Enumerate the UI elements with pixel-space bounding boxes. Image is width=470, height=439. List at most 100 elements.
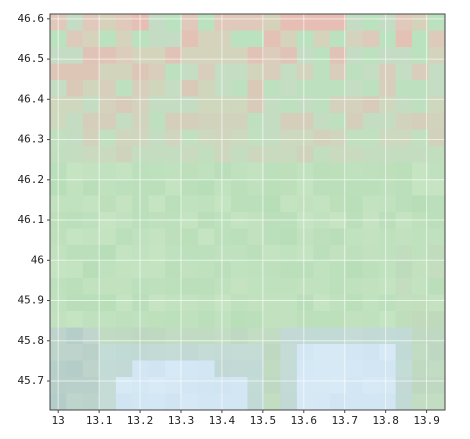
y-tick-label: 46.6 [18,12,45,25]
raster-cell [395,47,413,64]
y-tick-label: 45.8 [18,334,45,347]
raster-cell [362,245,380,262]
y-tick-label: 46.3 [18,133,45,146]
y-tick-label: 46 [31,253,44,266]
raster-cell [132,377,150,394]
raster-cell [313,80,331,97]
raster-cell [99,129,117,147]
raster-cell [395,80,413,97]
raster-cell [329,278,347,295]
raster-cell [428,146,446,163]
raster-cell [99,14,117,31]
raster-cell [82,113,100,130]
raster-cell [329,129,347,147]
raster-cell [263,30,281,48]
raster-cell [379,278,397,295]
raster-cell [82,377,100,394]
raster-cell [346,146,364,163]
raster-cell [181,311,199,328]
raster-cell [428,195,446,213]
raster-cell [362,162,380,180]
x-tick-label: 13.4 [209,414,236,427]
raster-cell [198,96,216,114]
raster-cell [99,63,117,81]
raster-cell [214,360,232,378]
raster-cell [296,393,314,411]
raster-cell [395,162,413,180]
y-tick-label: 46.2 [18,173,45,186]
raster-cell [428,47,446,64]
raster-cell [263,162,281,180]
raster-cell [428,393,446,411]
raster-cell [82,294,100,312]
raster-cell [395,63,413,81]
raster-cell [313,195,331,213]
raster-cell [379,30,397,48]
raster-cell [395,278,413,295]
raster-cell [148,179,166,196]
raster-cell [247,162,265,180]
raster-cell [198,377,216,394]
raster-cell [313,228,331,246]
raster-cell [132,63,150,81]
raster-cell [296,80,314,97]
raster-cell [346,228,364,246]
raster-cell [115,14,133,31]
raster-cell [247,80,265,97]
raster-cell [99,47,117,64]
raster-cell [280,228,298,246]
raster-cell [231,129,248,147]
raster-cell [132,261,150,279]
raster-cell [263,311,281,328]
raster-cell [115,47,133,64]
x-tick-label: 13.3 [168,414,195,427]
raster-cell [214,63,232,81]
raster-cell [82,14,100,31]
raster-cell [247,245,265,262]
y-tick-label: 45.7 [18,374,45,387]
raster-cell [148,294,166,312]
raster-cell [346,96,364,114]
raster-cell [395,195,413,213]
raster-cell [346,195,364,213]
raster-cell [198,294,216,312]
raster-cell [263,80,281,97]
raster-cell [132,344,150,361]
raster-cell [115,113,133,130]
raster-cell [66,30,84,48]
raster-cell [231,377,248,394]
raster-cell [231,30,248,48]
raster-cell [198,80,216,97]
raster-cell [329,63,347,81]
raster-cell [362,47,380,64]
raster-cell [362,129,380,147]
raster-cell [66,261,84,279]
raster-cell [99,96,117,114]
raster-cell [132,47,150,64]
x-tick-label: 13.2 [127,414,154,427]
raster-cell [82,63,100,81]
raster-cell [329,30,347,48]
raster-cell [115,96,133,114]
raster-cell [132,179,150,196]
raster-cell [132,96,150,114]
raster-cell [412,311,430,328]
raster-cell [329,261,347,279]
raster-cell [346,80,364,97]
raster-cell [148,393,166,411]
raster-cell [181,245,199,262]
raster-cell [412,30,430,48]
raster-cell [99,311,117,328]
raster-cell [165,129,183,147]
raster-cell [198,311,216,328]
raster-cell [66,228,84,246]
raster-cell [280,162,298,180]
raster-cell [395,327,413,345]
raster-cell [66,278,84,295]
raster-cell [198,47,216,64]
raster-cell [132,129,150,147]
raster-cell [346,30,364,48]
raster-cell [395,393,413,411]
raster-cell [263,228,281,246]
x-tick-label: 13.6 [291,414,318,427]
